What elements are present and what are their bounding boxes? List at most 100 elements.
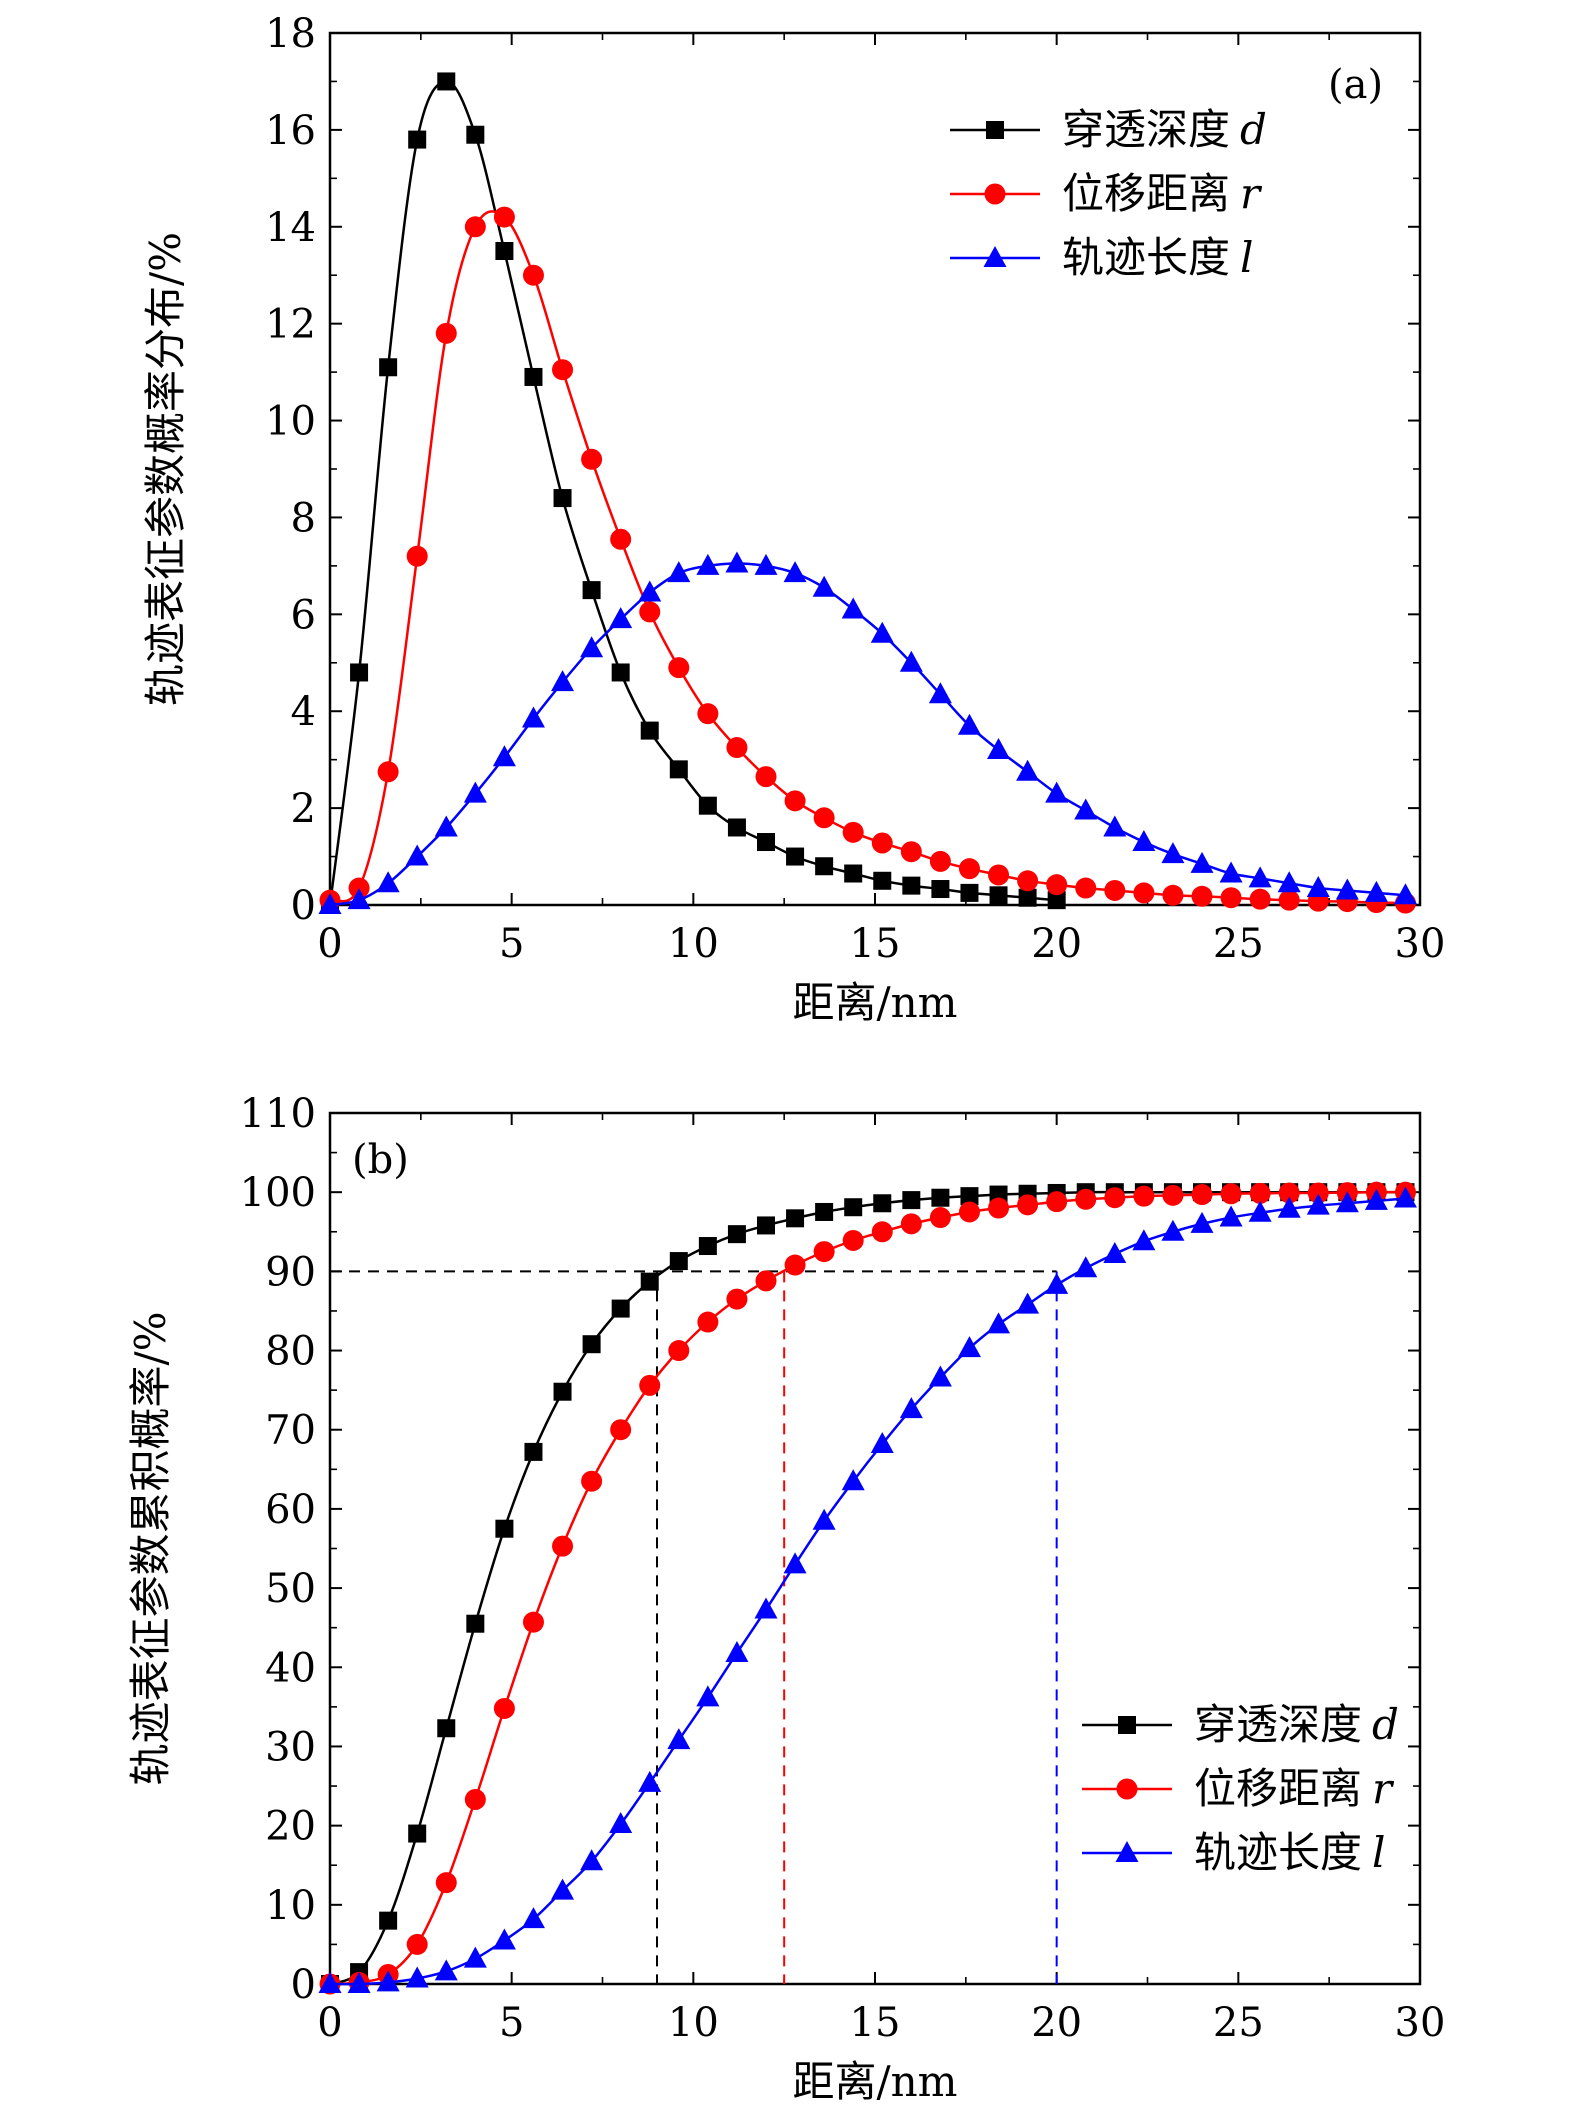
data-point-l	[638, 580, 662, 602]
legend-marker-d	[1118, 1716, 1136, 1734]
data-point-l	[347, 1972, 371, 1993]
y-tick-label: 8	[291, 495, 316, 541]
data-point-r	[639, 1374, 661, 1396]
data-point-l	[1219, 1205, 1243, 1227]
data-point-l	[1364, 880, 1388, 902]
data-point-d	[960, 883, 979, 902]
legend-name: 位移距离	[1194, 1764, 1362, 1813]
data-point-l	[318, 1972, 342, 1993]
data-point-r	[493, 1697, 515, 1719]
data-point-d	[786, 847, 805, 866]
data-point-l	[1393, 1186, 1417, 1208]
data-point-r	[1162, 1184, 1184, 1206]
data-point-r	[929, 1207, 951, 1229]
series-line-d	[328, 80, 1057, 906]
data-point-l	[725, 1641, 749, 1663]
data-point-r	[1104, 1187, 1126, 1209]
data-point-d	[582, 1335, 601, 1354]
data-point-r	[697, 703, 719, 725]
data-point-r	[464, 1789, 486, 1811]
data-point-l	[1132, 830, 1156, 852]
data-point-r	[755, 1270, 777, 1292]
legend-var: d	[1372, 1700, 1399, 1749]
data-point-d	[873, 1194, 892, 1213]
series-line-l	[329, 562, 1406, 907]
data-point-l	[609, 1812, 633, 1834]
data-point-d	[437, 1719, 456, 1738]
y-tick-label: 80	[265, 1329, 316, 1375]
data-point-l	[551, 670, 575, 692]
panel-b: 0 5 10 15 20 25 30 0 10 20 30 40 50 60 70 80 90 100 110 距离/…	[126, 1091, 1445, 2106]
data-point-d	[902, 876, 921, 895]
data-point-l	[1016, 759, 1040, 781]
data-point-r	[581, 1470, 603, 1492]
data-point-r	[988, 1197, 1010, 1219]
data-point-l	[1074, 798, 1098, 820]
data-point-r	[581, 448, 603, 470]
legend-marker-l	[983, 246, 1007, 267]
data-point-r	[435, 1872, 457, 1894]
series-line-r	[329, 210, 1406, 905]
data-point-r	[1133, 1185, 1155, 1207]
data-point-l	[754, 1597, 778, 1619]
y-tick-label: 14	[265, 205, 316, 251]
legend-label-r: 位移距离 r	[1194, 1764, 1395, 1813]
data-point-d	[524, 367, 543, 386]
data-point-d	[437, 72, 456, 91]
legend-label-l: 轨迹长度 l	[1062, 233, 1253, 282]
data-point-l	[1016, 1292, 1040, 1314]
data-point-l	[1335, 878, 1359, 900]
legend-name: 轨迹长度	[1062, 233, 1230, 282]
legend-label-l: 轨迹长度 l	[1194, 1828, 1385, 1877]
panel-label: (a)	[1328, 62, 1383, 108]
x-tick-label: 25	[1213, 2000, 1264, 2046]
data-point-l	[1248, 1200, 1272, 1222]
data-point-r	[784, 1254, 806, 1276]
data-point-r	[900, 1213, 922, 1235]
data-point-d	[466, 125, 485, 144]
x-tick-label: 0	[317, 921, 342, 967]
legend-marker-r	[984, 183, 1006, 205]
data-point-l	[1045, 781, 1069, 803]
data-point-l	[434, 815, 458, 837]
x-tick-label: 30	[1395, 2000, 1446, 2046]
y-tick-label: 0	[291, 883, 316, 929]
data-point-d	[611, 663, 630, 682]
y-tick-label: 12	[265, 302, 316, 348]
data-point-d	[553, 489, 572, 508]
data-point-r	[813, 807, 835, 829]
data-point-d	[989, 886, 1008, 905]
data-point-r	[1104, 879, 1126, 901]
data-point-l	[812, 1508, 836, 1530]
legend-var: r	[1372, 1764, 1395, 1813]
data-point-l	[521, 706, 545, 728]
data-point-l	[1277, 871, 1301, 893]
data-point-r	[697, 1311, 719, 1333]
data-point-r	[1017, 870, 1039, 892]
data-point-r	[552, 359, 574, 381]
data-point-r	[958, 1201, 980, 1223]
data-point-l	[1074, 1256, 1098, 1278]
data-point-r	[726, 1288, 748, 1310]
data-point-r	[813, 1241, 835, 1263]
data-point-l	[463, 781, 487, 803]
data-point-r	[377, 761, 399, 783]
data-point-r	[726, 737, 748, 759]
data-point-r	[406, 1933, 428, 1955]
data-point-r	[610, 528, 632, 550]
legend-var: d	[1240, 105, 1267, 154]
data-point-d	[873, 871, 892, 890]
data-point-l	[841, 1469, 865, 1491]
legend-var: r	[1240, 169, 1263, 218]
data-point-r	[755, 766, 777, 788]
data-point-r	[522, 264, 544, 286]
y-tick-label: 100	[240, 1170, 316, 1216]
data-point-r	[988, 864, 1010, 886]
data-point-r	[871, 1221, 893, 1243]
data-point-l	[696, 1685, 720, 1707]
y-tick-label: 30	[265, 1724, 316, 1770]
data-point-d	[815, 1202, 834, 1221]
data-point-l	[928, 682, 952, 704]
data-point-r	[1278, 889, 1300, 911]
data-point-l	[405, 1966, 429, 1988]
